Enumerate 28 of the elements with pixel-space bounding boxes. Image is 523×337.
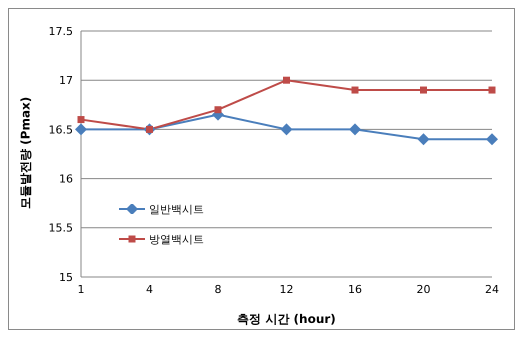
point: [214, 106, 222, 114]
point: [280, 123, 292, 136]
x-axis-title: 측정 시간 (hour): [237, 312, 336, 326]
y-axis-title: 모듈발전량 (Pmax): [18, 96, 32, 209]
point: [420, 86, 427, 94]
y-tick-label: 17.5: [48, 24, 73, 38]
y-tick-label: 17: [59, 74, 73, 88]
y-tick-label: 15: [59, 270, 73, 284]
point: [488, 86, 496, 94]
legend-label: 방열백시트: [149, 232, 204, 246]
y-tick-label: 16.5: [48, 123, 73, 136]
legend-label: 일반백시트: [149, 202, 204, 216]
x-tick-label: 24: [485, 282, 499, 296]
y-tick-label: 15.5: [48, 222, 73, 235]
point: [352, 86, 358, 94]
x-tick-label: 8: [214, 282, 222, 296]
point: [418, 133, 430, 146]
point: [486, 133, 498, 146]
point: [75, 123, 87, 136]
y-tick-label: 16: [59, 172, 73, 186]
x-tick-label: 1: [78, 282, 84, 296]
x-tick-label: 16: [348, 282, 362, 296]
point: [283, 76, 290, 84]
point: [349, 123, 361, 136]
x-tick-label: 4: [146, 282, 153, 296]
point: [78, 116, 84, 124]
x-tick-label: 12: [280, 282, 294, 296]
x-tick-label: 20: [416, 282, 430, 296]
